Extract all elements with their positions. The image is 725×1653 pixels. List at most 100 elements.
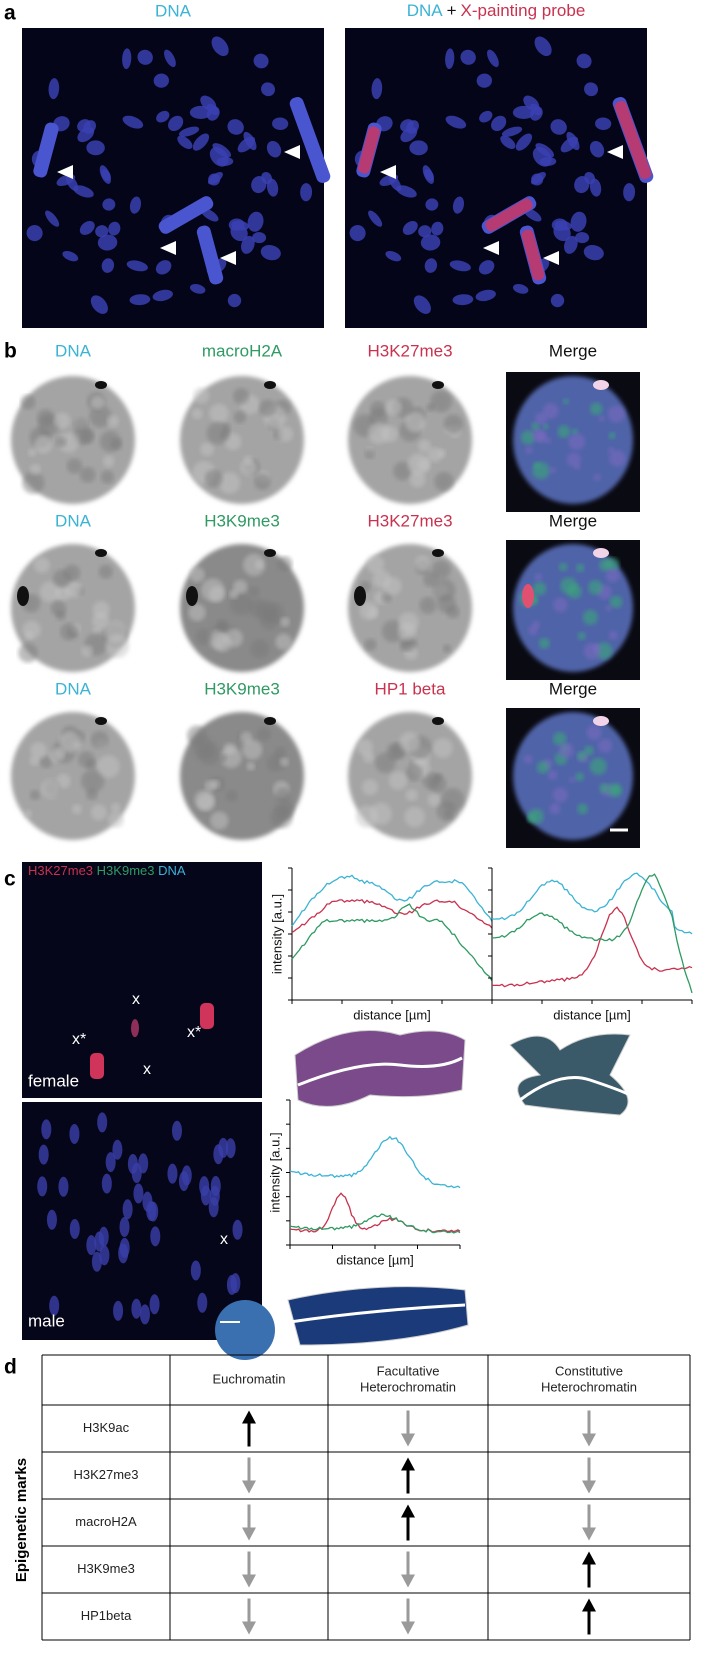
texture (608, 432, 616, 440)
texture (586, 725, 602, 741)
texture (100, 470, 114, 484)
arrow-head (582, 1598, 596, 1612)
spot (264, 549, 276, 557)
title-part: + (447, 1, 457, 20)
chromosome (550, 293, 565, 308)
texture (534, 573, 543, 582)
texture (27, 448, 37, 457)
arrow-down (582, 1457, 596, 1494)
profile-curve (491, 872, 693, 935)
texture (598, 738, 613, 753)
arrow-head (582, 1480, 596, 1494)
chromosome (445, 115, 467, 129)
texture (388, 771, 408, 790)
chromosome (62, 250, 79, 262)
spot (264, 381, 276, 389)
profile-curve (291, 903, 493, 982)
profile-curve (289, 1192, 461, 1233)
texture (434, 471, 454, 492)
texture (191, 408, 203, 420)
axis-label: distance [µm] (553, 1007, 631, 1022)
texture (40, 779, 61, 799)
texture (264, 602, 285, 623)
texture (34, 435, 53, 454)
texture (106, 415, 119, 428)
profile-curve (289, 1135, 461, 1189)
arrow-down (401, 1551, 415, 1588)
texture (525, 446, 533, 454)
chromosome (232, 1219, 243, 1240)
texture (605, 604, 612, 612)
arrow-down (401, 1598, 415, 1635)
chromosome (422, 165, 434, 184)
texture (414, 555, 431, 571)
arrow-up (401, 1457, 415, 1494)
chromosome (177, 135, 193, 149)
texture (583, 745, 594, 756)
spot (95, 549, 107, 557)
texture (370, 401, 386, 417)
chromosome (164, 49, 176, 68)
texture (193, 387, 210, 404)
chromosome (153, 73, 170, 88)
spot (432, 381, 444, 389)
texture (55, 585, 71, 602)
texture (254, 473, 271, 491)
micrograph (22, 28, 331, 328)
texture (381, 425, 399, 443)
texture (355, 805, 379, 828)
title-part: DNA (407, 1, 444, 20)
texture (277, 556, 293, 572)
texture (89, 405, 112, 428)
texture (274, 799, 295, 820)
x-chromosome (200, 1003, 214, 1029)
texture (204, 469, 223, 488)
texture (599, 783, 610, 794)
row-label: macroH2A (75, 1514, 137, 1529)
texture (557, 425, 571, 439)
arrowhead (543, 251, 559, 265)
chromosome (156, 110, 170, 123)
texture (531, 421, 540, 431)
chromosome (409, 140, 428, 156)
chromosome (95, 225, 109, 238)
texture (275, 633, 292, 651)
texture (73, 417, 89, 432)
texture (20, 394, 36, 410)
chromosome (230, 223, 248, 242)
texture (209, 403, 229, 424)
chromosome (487, 49, 499, 68)
texture (532, 620, 541, 629)
spot (186, 586, 198, 606)
chromosome (211, 36, 229, 57)
texture (428, 775, 447, 793)
chromosome (535, 143, 555, 158)
chromosome (218, 1137, 229, 1158)
texture (29, 755, 40, 766)
texture (430, 390, 453, 413)
texture (79, 466, 96, 483)
chromosome (192, 133, 210, 151)
chromosome (260, 244, 281, 261)
chromosome (208, 1197, 219, 1218)
row-label: H3K9me3 (77, 1561, 135, 1576)
panel-label: a (4, 2, 16, 25)
texture (225, 790, 238, 803)
texture (213, 634, 232, 652)
chromosome (101, 1173, 112, 1194)
texture (194, 790, 215, 810)
texture (105, 621, 128, 643)
texture (217, 618, 228, 629)
texture (356, 739, 374, 756)
texture (218, 472, 241, 494)
texture (275, 787, 291, 802)
arrow-head (242, 1480, 256, 1494)
texture (405, 789, 418, 802)
texture (90, 804, 107, 821)
channel-title: DNA (55, 511, 92, 530)
chromosome (48, 78, 60, 100)
texture (588, 580, 603, 595)
chromosome (425, 198, 439, 211)
chromosome (252, 232, 267, 244)
chromosome (152, 289, 173, 302)
